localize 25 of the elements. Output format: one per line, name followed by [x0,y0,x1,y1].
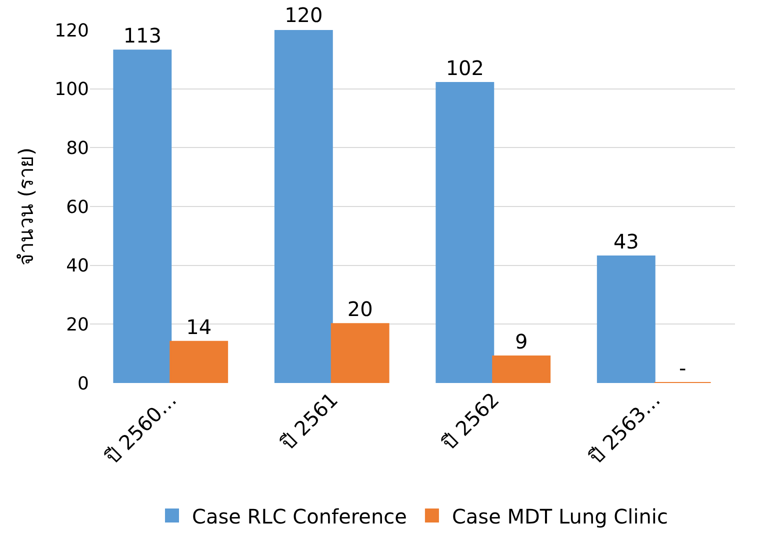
data-label: 20 [347,297,373,322]
bar [170,340,228,383]
bar [596,256,656,383]
data-label: 113 [123,24,162,48]
y-tick-label: 20 [66,314,89,336]
y-tick-label: 0 [78,373,89,394]
y-tick-label: 120 [54,20,89,42]
y-tick-label: 100 [54,79,89,100]
y-tick-label: 40 [66,256,89,277]
data-label: 120 [284,3,323,27]
legend-label: Case RLC Conference [192,504,407,528]
data-label: - [678,356,686,380]
y-tick-label: 80 [66,138,89,159]
data-label: 9 [514,330,528,354]
bar [330,323,390,383]
data-label: 14 [186,314,212,339]
data-label: 43 [613,230,639,254]
bar [113,50,172,383]
y-axis-title: จำนวน (ราย) [14,148,38,266]
bar [492,356,551,383]
data-label: 102 [446,56,484,80]
bar [436,82,494,383]
legend-label: Case MDT Lung Clinic [452,504,668,528]
bar [274,30,333,383]
y-tick-label: 60 [66,196,89,218]
